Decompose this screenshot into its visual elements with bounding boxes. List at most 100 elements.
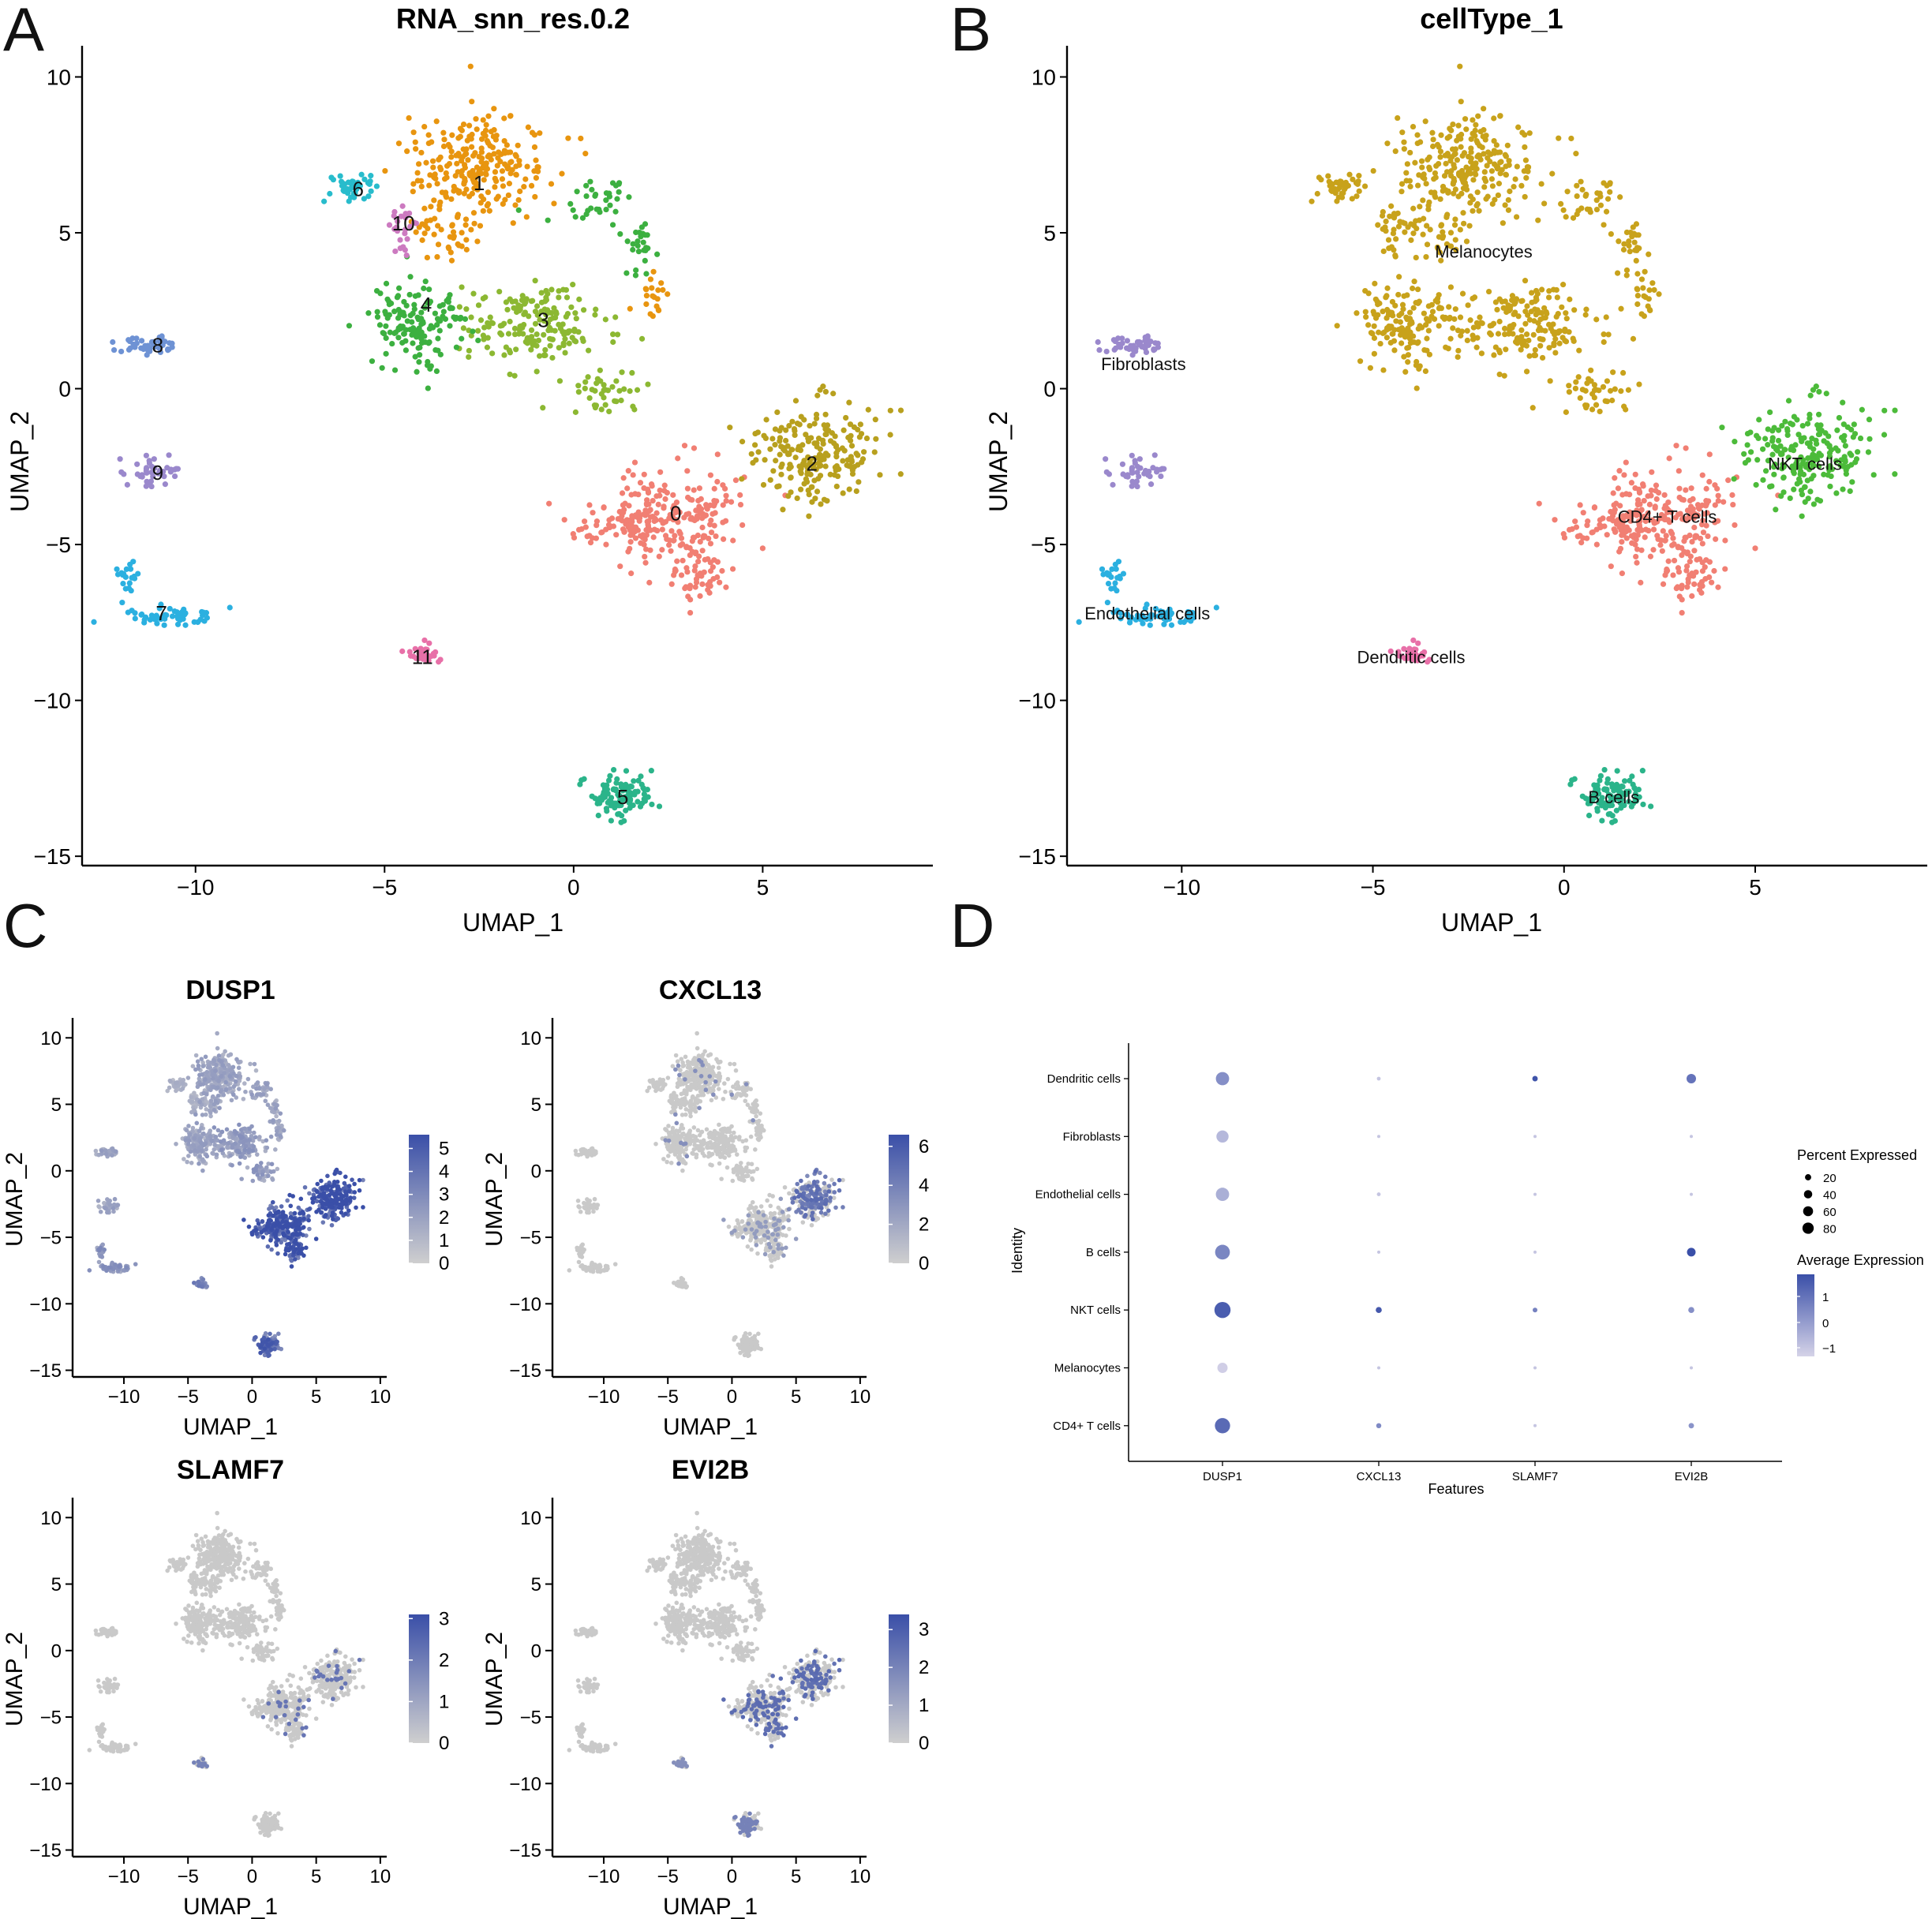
cluster-point [545, 217, 551, 223]
cluster-point [395, 306, 402, 313]
expression-point [291, 1249, 296, 1255]
expression-point [268, 1331, 272, 1337]
cluster-point [454, 160, 460, 166]
cluster-point [711, 485, 717, 492]
celltype-point [1603, 314, 1609, 320]
celltype-point [1406, 309, 1413, 316]
expression-point [174, 1141, 178, 1147]
cluster-point [574, 189, 580, 195]
celltype-point [1577, 502, 1583, 508]
cluster-point [605, 799, 611, 806]
celltype-point [1787, 421, 1794, 427]
cluster-point [404, 148, 410, 155]
celltype-point [1597, 190, 1603, 196]
cluster-point [592, 193, 598, 199]
celltype-point [1621, 778, 1628, 784]
celltype-point [1531, 352, 1537, 359]
expression-point [269, 1247, 274, 1252]
celltype-point [1851, 421, 1857, 428]
celltype-point [1405, 325, 1411, 331]
celltype-point [1799, 513, 1805, 519]
cluster-point [865, 406, 871, 413]
celltype-point [1807, 488, 1814, 495]
cluster-point [671, 537, 677, 544]
celltype-point [1354, 310, 1360, 316]
cluster-point [461, 181, 467, 187]
celltype-point [1095, 339, 1101, 346]
celltype-point [1488, 176, 1495, 182]
cluster-point [327, 190, 333, 197]
expression-point [260, 1092, 266, 1097]
cluster-point [792, 454, 799, 461]
celltype-point [1519, 297, 1526, 304]
cluster-point [475, 337, 481, 344]
celltype-point [1632, 471, 1638, 477]
celltype-point [1646, 527, 1652, 534]
celltype-point [1538, 181, 1544, 187]
celltype-point [1405, 352, 1411, 358]
cluster-point [722, 518, 729, 524]
cluster-point [796, 443, 802, 450]
celltype-point [1747, 429, 1754, 436]
celltype-point [1388, 309, 1395, 316]
cluster-point [636, 515, 643, 522]
cluster-point [778, 464, 784, 470]
expression-point [233, 1079, 238, 1084]
expression-point [96, 1204, 101, 1209]
cluster-point [840, 490, 846, 496]
cluster-point [409, 319, 415, 325]
cluster-point [429, 158, 436, 164]
cluster-point [431, 197, 437, 204]
cluster-point [443, 170, 449, 177]
expression-point [217, 1057, 222, 1063]
expression-point [204, 1069, 210, 1075]
panel-b-points [1076, 63, 1898, 825]
cluster-point [419, 237, 425, 243]
cluster-point [873, 436, 879, 442]
cluster-point [415, 316, 421, 323]
celltype-point [1843, 471, 1849, 477]
expression-point [326, 1184, 331, 1188]
celltype-point [1405, 359, 1411, 365]
celltype-point [1847, 451, 1853, 457]
expression-point [204, 1154, 210, 1159]
expression-point [268, 1238, 273, 1243]
celltype-point [1676, 569, 1683, 575]
celltype-point [1688, 485, 1694, 492]
cluster-point [399, 203, 406, 209]
expression-point [223, 1079, 228, 1085]
celltype-point [1569, 526, 1575, 533]
expression-point [237, 1150, 242, 1155]
cluster-point [786, 450, 792, 457]
celltype-point [1387, 339, 1394, 346]
expression-point [254, 1152, 260, 1157]
cluster-point [117, 456, 123, 462]
cluster-point [542, 346, 549, 354]
cluster-point [607, 202, 613, 208]
cluster-point [379, 365, 385, 371]
cluster-point [760, 481, 767, 488]
celltype-point [1455, 193, 1462, 200]
celltype-point [1153, 469, 1160, 475]
cluster-point [200, 609, 207, 615]
expression-point [323, 1206, 328, 1211]
cluster-point [601, 504, 607, 511]
celltype-point [1470, 295, 1476, 301]
celltype-point [1147, 473, 1153, 480]
cluster-point [432, 175, 439, 181]
celltype-point [1725, 477, 1732, 484]
cluster-point [832, 464, 838, 470]
cluster-point [613, 532, 620, 538]
cluster-point [407, 327, 414, 333]
celltype-point [1570, 335, 1576, 342]
celltype-point [1646, 306, 1653, 313]
celltype-point [1470, 130, 1476, 137]
celltype-point [1443, 160, 1449, 166]
expression-point [260, 1172, 265, 1177]
cluster-point [707, 559, 713, 566]
expression-point [103, 1151, 109, 1157]
cluster-point [383, 280, 390, 286]
expression-point [193, 1112, 198, 1117]
cluster-point [598, 406, 605, 413]
